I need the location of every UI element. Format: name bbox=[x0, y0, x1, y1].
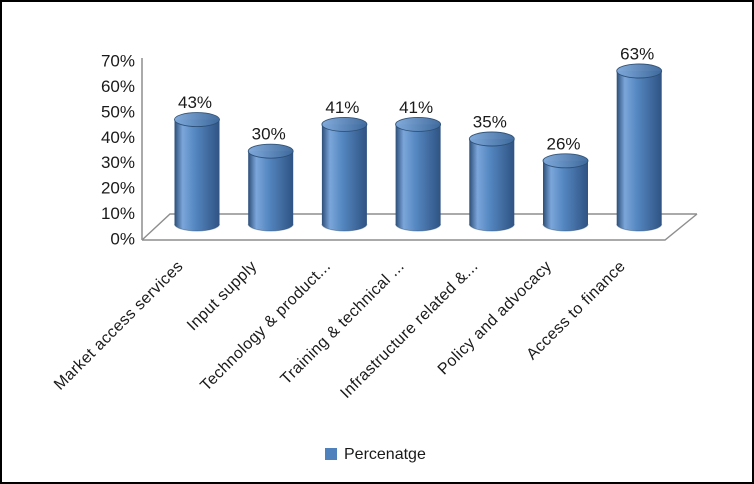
category-label: Technology & product... bbox=[197, 258, 334, 395]
legend-label: Percenatge bbox=[344, 446, 426, 463]
y-tick-label: 0% bbox=[110, 229, 135, 248]
bar-cylinder bbox=[174, 112, 220, 232]
legend-swatch bbox=[325, 448, 337, 460]
bar-cylinder bbox=[321, 116, 368, 232]
y-tick-label: 40% bbox=[101, 128, 135, 147]
category-label: Market access services bbox=[51, 258, 187, 394]
legend: Percenatge bbox=[325, 446, 426, 463]
bar-value-label: 30% bbox=[252, 125, 286, 144]
y-tick-label: 50% bbox=[101, 102, 135, 121]
bar-value-label: 63% bbox=[620, 45, 654, 64]
bar-cylinder bbox=[247, 143, 294, 232]
bar-value-label: 41% bbox=[325, 98, 359, 117]
y-tick-label: 20% bbox=[101, 179, 135, 198]
bar-cylinder bbox=[395, 116, 442, 232]
category-label: Input supply bbox=[184, 258, 260, 334]
category-label: Training & technical ... bbox=[278, 258, 408, 388]
bar-cylinder bbox=[542, 153, 589, 232]
bar-value-label: 35% bbox=[473, 113, 507, 132]
bar-cylinder bbox=[468, 131, 515, 232]
y-tick-label: 70% bbox=[101, 51, 135, 70]
bar-value-label: 41% bbox=[399, 98, 433, 117]
floor-outline bbox=[141, 213, 698, 241]
bar-cylinder bbox=[616, 63, 663, 232]
y-tick-label: 10% bbox=[101, 204, 135, 223]
bar-value-label: 43% bbox=[178, 93, 212, 112]
bar-value-label: 26% bbox=[546, 134, 580, 153]
y-tick-label: 30% bbox=[101, 153, 135, 172]
y-tick-label: 60% bbox=[101, 77, 135, 96]
category-label: Infrastructure related &... bbox=[337, 258, 481, 402]
